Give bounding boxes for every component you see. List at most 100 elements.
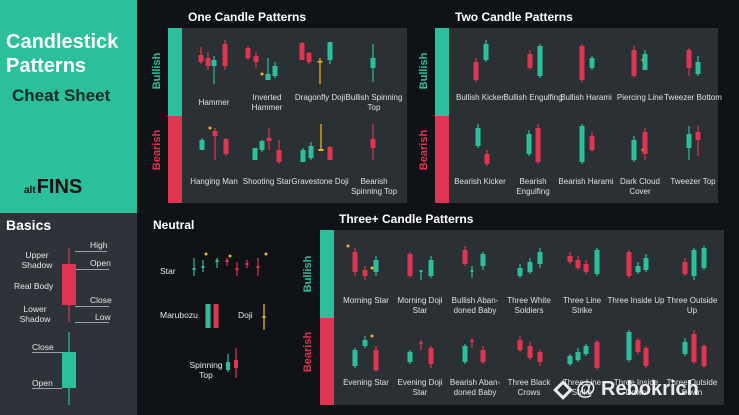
candle-12: [306, 52, 312, 64]
pattern-label-evening-doji-star: Evening Doji Star: [397, 378, 443, 397]
candle-102: [537, 350, 543, 366]
candle-85: [635, 262, 641, 274]
close-label-left: Close: [32, 342, 54, 352]
pattern-label-morning-doji-star: Morning Doji Star: [397, 296, 443, 315]
three-candle-title: Three+ Candle Patterns: [339, 212, 474, 226]
candle-75: [470, 266, 474, 278]
pattern-label-dragonfly-doji: Dragonfly Doji: [294, 93, 346, 102]
basics-title: Basics: [6, 217, 52, 233]
three-candle-panel: [332, 230, 724, 405]
watermark-logo-icon: [553, 379, 573, 400]
candle-31: [527, 50, 533, 70]
candle-13: [317, 58, 323, 84]
candle-111: [691, 330, 697, 364]
pattern-label-three-outside-up: Three Outside Up: [666, 296, 718, 315]
one-candle-bearish-tab: [168, 116, 182, 203]
candle-50: [695, 126, 701, 156]
pattern-label-bearish-harami: Bearish Harami: [558, 177, 614, 186]
candle-45: [589, 132, 595, 152]
pattern-label-bullish-engulfing: Bullish Engulfing: [503, 93, 563, 102]
pattern-marker-60: [264, 252, 268, 256]
candle-107: [626, 330, 632, 362]
candle-89: [701, 246, 707, 270]
one-candle-panel: [180, 28, 407, 203]
candle-94: [407, 350, 413, 364]
candle-80: [567, 252, 573, 264]
two-candle-bullish-tab: [435, 28, 449, 116]
pattern-marker-53: [204, 252, 208, 256]
pattern-label-three-outside-down: Three Outside Down: [666, 378, 718, 397]
candle-71: [407, 252, 413, 278]
pattern-marker-8: [260, 72, 264, 76]
candle-5: [222, 40, 228, 70]
candle-93: [373, 346, 379, 372]
candle-54: [215, 258, 219, 268]
candle-88: [691, 248, 697, 280]
neutral-label-star: Star: [160, 266, 176, 276]
close-left-line: [32, 352, 62, 353]
candle-103: [567, 354, 573, 366]
candle-101: [527, 342, 533, 360]
candle-81: [575, 256, 581, 270]
candle-2: [198, 47, 204, 64]
candle-16: [199, 138, 205, 150]
candle-110: [682, 338, 688, 356]
watermark: @ Rebokrich: [553, 378, 699, 401]
pattern-label-three-inside-down: Three Inside Down: [613, 378, 659, 397]
candle-38: [686, 48, 692, 76]
pattern-label-bearish-kicker: Bearish Kicker: [454, 177, 506, 186]
candle-68: [362, 266, 368, 280]
high-line: [75, 251, 107, 252]
candle-83: [594, 248, 600, 276]
candle-21: [259, 140, 265, 152]
pattern-label-tweezer-bottom: Tweezer Bottom: [664, 93, 722, 102]
candle-4: [211, 56, 217, 84]
candle-1: [62, 332, 76, 405]
candle-74: [462, 246, 468, 266]
candle-66: [352, 248, 358, 276]
candle-70: [373, 256, 379, 276]
candle-44: [579, 124, 585, 164]
pattern-label-morning-star: Morning Star: [343, 296, 389, 305]
candle-105: [583, 344, 589, 356]
candle-73: [428, 256, 434, 278]
open-line: [75, 269, 109, 270]
candle-57: [235, 262, 239, 276]
candle-58: [245, 260, 249, 268]
open-label-left: Open: [32, 378, 53, 388]
candle-40: [475, 124, 481, 148]
candle-97: [462, 344, 468, 364]
one-candle-bullish-tab: [168, 28, 182, 116]
neutral-label-spinning-top: Spinning Top: [189, 360, 223, 380]
logo-fins: FINS: [36, 176, 83, 198]
candle-48: [642, 128, 648, 160]
candle-28: [370, 124, 376, 160]
candle-18: [212, 128, 218, 160]
one-candle-title: One Candle Patterns: [188, 10, 307, 24]
candle-84: [626, 250, 632, 278]
pattern-label-bullish-abandoned-baby: Bullish Aban- doned Baby: [451, 296, 499, 315]
candle-76: [480, 252, 486, 270]
pattern-label-three-inside-up: Three Inside Up: [607, 296, 665, 305]
candle-72: [419, 270, 423, 280]
candle-32: [537, 44, 543, 78]
lower-shadow-label: Lower Shadow: [19, 304, 51, 324]
candle-96: [428, 346, 434, 368]
candle-20: [252, 148, 258, 160]
pattern-marker-56: [228, 254, 232, 258]
candle-98: [470, 338, 474, 348]
pattern-label-hammer: Hammer: [198, 98, 230, 107]
candle-49: [686, 126, 692, 160]
pattern-label-three-white-soldiers: Three White Soldiers: [507, 296, 551, 315]
candle-41: [484, 150, 490, 166]
candle-62: [213, 304, 219, 328]
neutral-label-marubozu: Marubozu: [160, 310, 198, 320]
pattern-label-shooting-star: Shooting Star: [242, 177, 292, 186]
pattern-label-inverted-hammer: Inverted Hammer: [251, 93, 283, 112]
low-line: [75, 322, 109, 323]
pattern-label-three-line-strike-bear: Three Line Strike: [562, 378, 602, 397]
pattern-label-bullish-harami: Bullish Harami: [560, 93, 612, 102]
candle-78: [527, 258, 533, 274]
neutral-label-doji: Doji: [238, 310, 253, 320]
close-line: [75, 306, 109, 307]
